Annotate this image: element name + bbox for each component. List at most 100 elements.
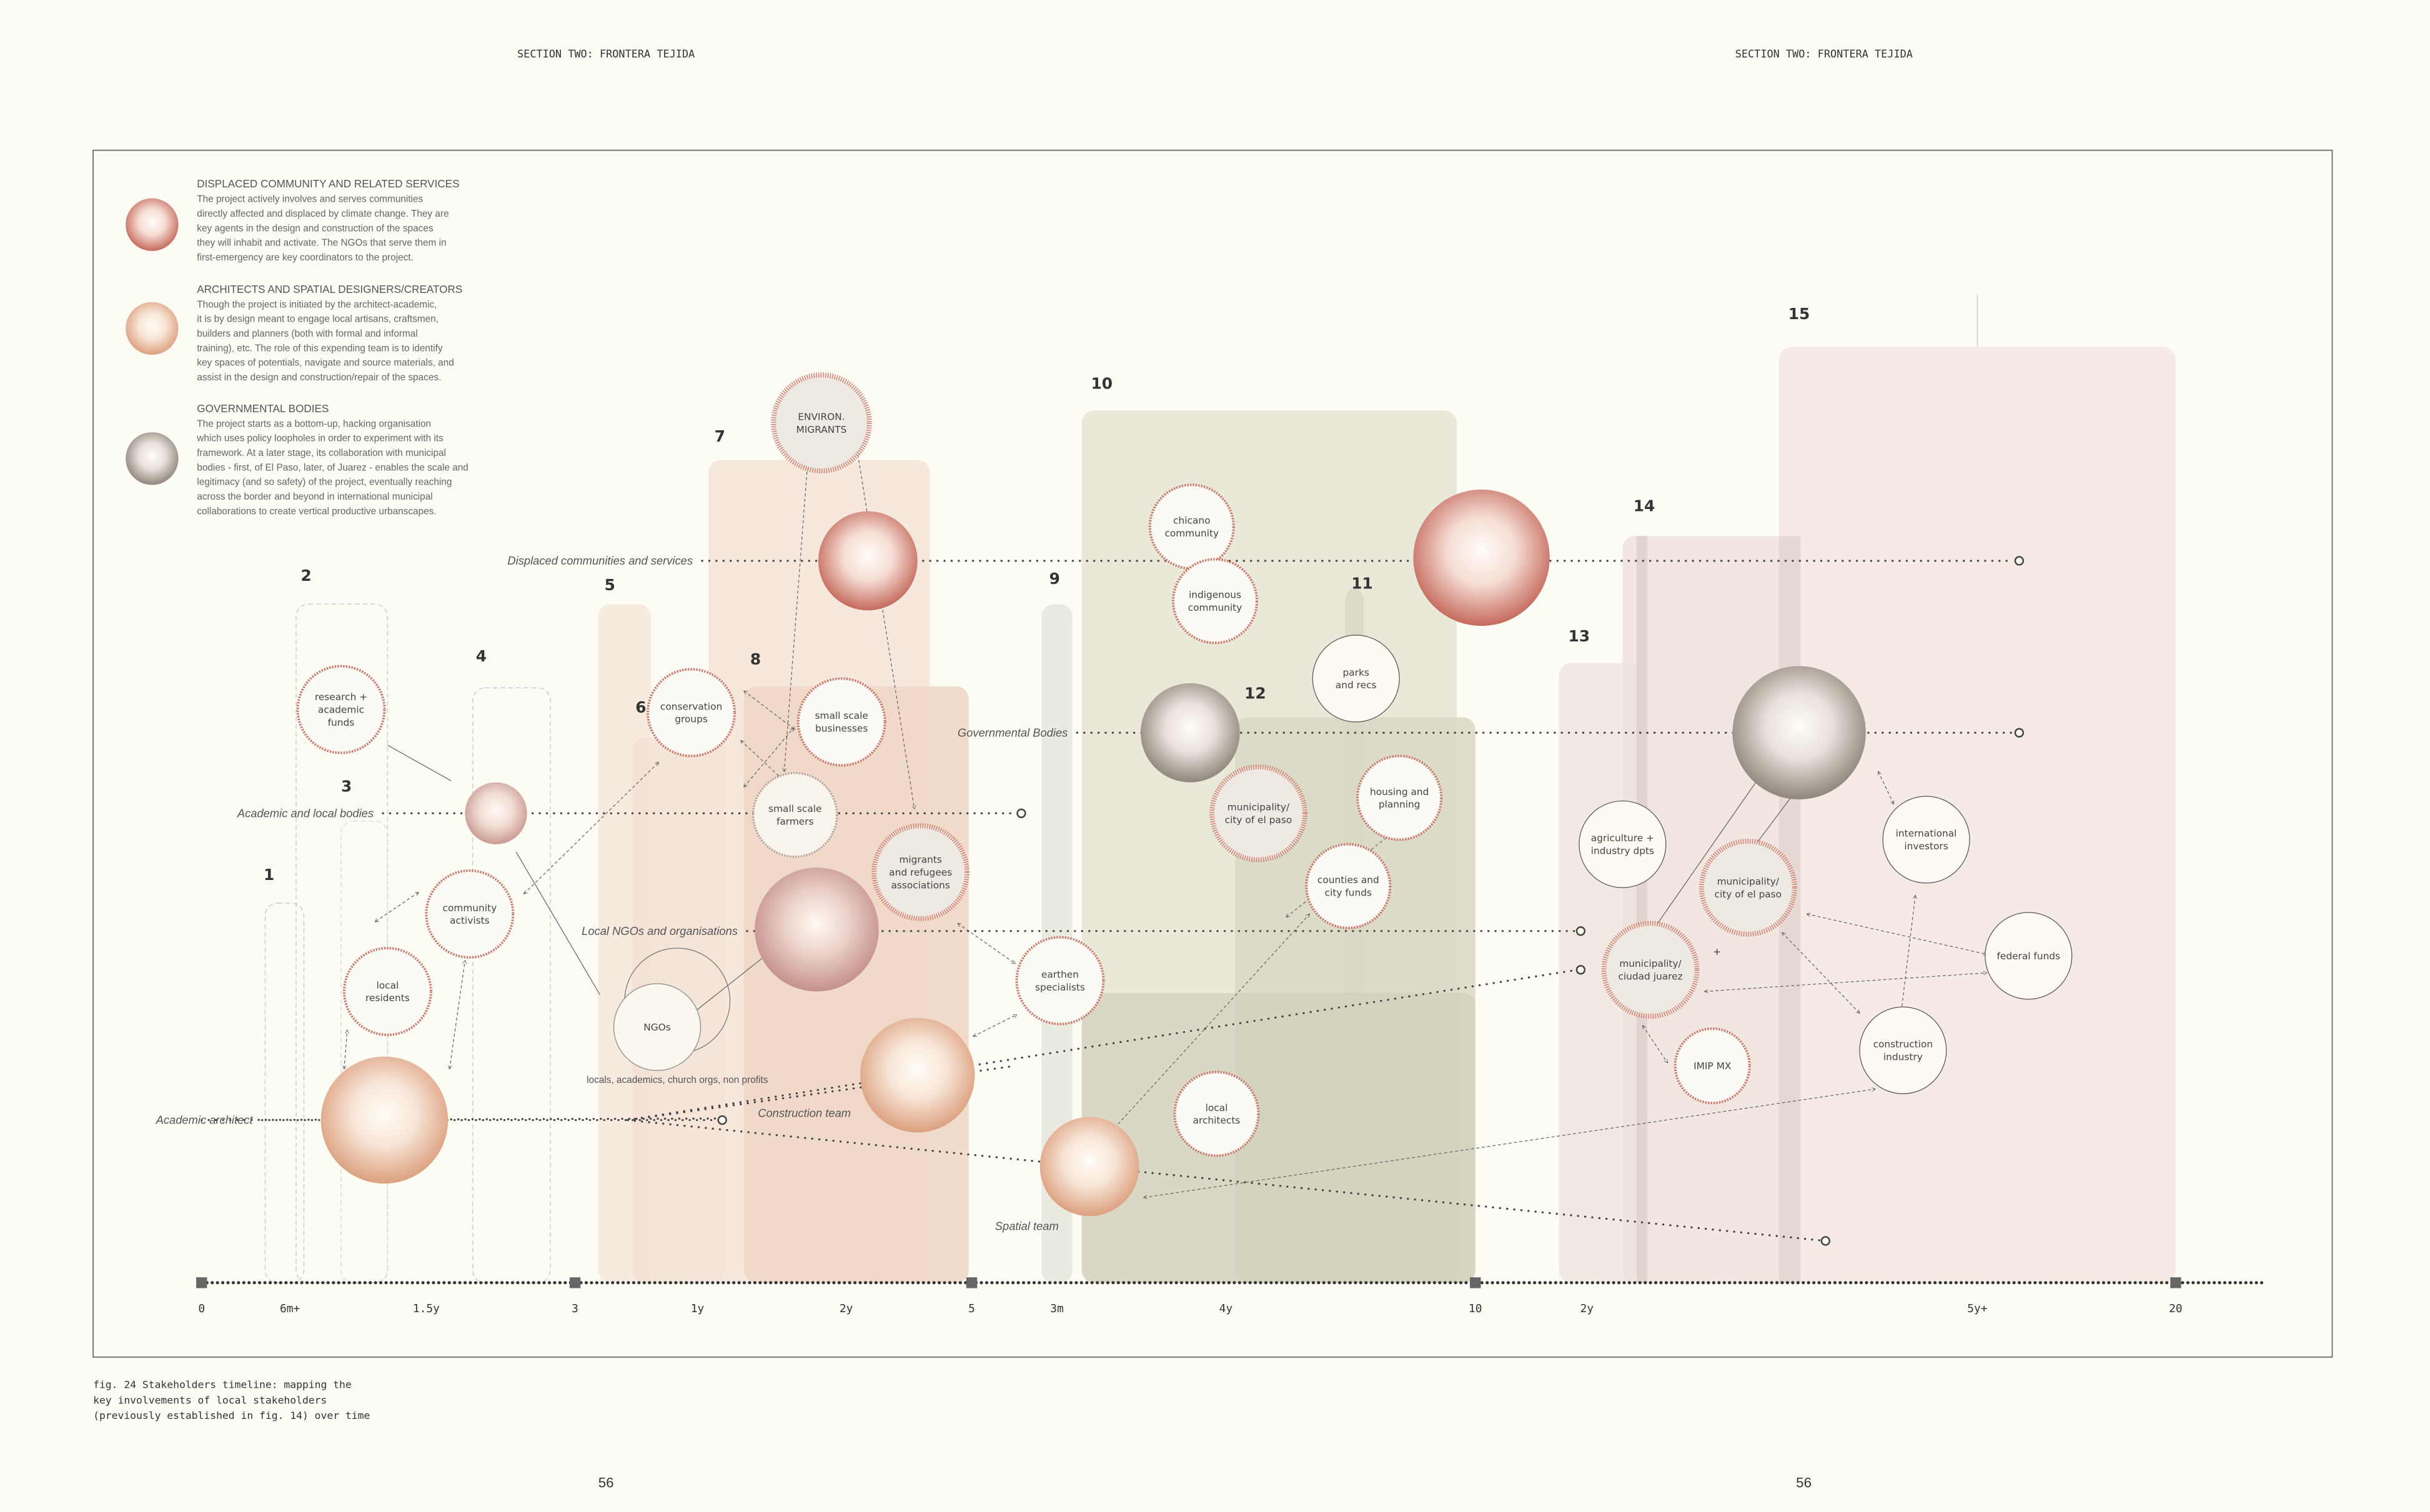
- node-circle: [1305, 842, 1392, 929]
- phase-number: 11: [1351, 575, 1373, 593]
- dotted-connection: [627, 1064, 1016, 1122]
- node-label: indigenous: [1189, 590, 1241, 601]
- node-label: groups: [675, 714, 708, 725]
- axis-tick-label: 0: [198, 1302, 205, 1315]
- figure-caption: fig. 24 Stakeholders timeline: mapping t…: [93, 1379, 370, 1422]
- node-label: city funds: [1325, 887, 1372, 898]
- node-label: ENVIRON.: [798, 411, 845, 422]
- axis-tick-label: 10: [1469, 1302, 1482, 1315]
- axis-tick-label: 1.5y: [413, 1302, 440, 1315]
- node-label: associations: [891, 879, 950, 891]
- row-end-marker: [2014, 556, 2025, 566]
- row-label-construction: Construction team: [758, 1106, 851, 1119]
- legend-text-line: they will inhabit and activate. The NGOs…: [197, 238, 446, 249]
- legend-title: DISPLACED COMMUNITY AND RELATED SERVICES: [197, 178, 459, 190]
- phase-number: 6: [635, 698, 646, 716]
- row-end-marker: [1820, 1236, 1831, 1246]
- relationship-arrow: [1144, 1089, 1875, 1198]
- legend-text-line: framework. At a later stage, its collabo…: [197, 448, 446, 458]
- relationship-arrow: [784, 445, 809, 771]
- legend-text-line: legitimacy (and so safety) of the projec…: [197, 477, 452, 488]
- node-circle: [647, 668, 736, 758]
- phase-overlap-band: [1081, 993, 1475, 1283]
- node-label: community: [443, 902, 497, 914]
- node-label: IMIP MX: [1694, 1060, 1732, 1072]
- stakeholder-node: NGOs: [613, 983, 702, 1071]
- stakeholder-node: earthen specialists: [1015, 936, 1105, 1025]
- node-label: municipality/: [1619, 958, 1682, 969]
- node-label: businesses: [815, 723, 868, 734]
- node-label: academic: [318, 704, 364, 716]
- axis-tick-label: 20: [2169, 1302, 2183, 1315]
- row-end-marker: [1575, 926, 1586, 936]
- construction-team-sphere: [860, 1017, 975, 1133]
- node-label: city of el paso: [1715, 889, 1782, 900]
- section-header-left: SECTION TWO: FRONTERA TEJIDA: [517, 47, 695, 60]
- node-label: parks: [1343, 667, 1369, 678]
- stakeholder-node: municipality/ciudad juarez: [1601, 921, 1700, 1019]
- relationship-arrow: [958, 923, 1015, 963]
- legend-text-line: which uses policy loopholes in order to …: [196, 433, 444, 444]
- relationship-arrow: [375, 892, 419, 922]
- node-circle: [871, 823, 970, 921]
- node-label: and refugees: [889, 867, 952, 878]
- node-circle: [1148, 483, 1235, 570]
- spatial-team-sphere: [1039, 1117, 1139, 1217]
- relationship-arrow: [1878, 771, 1894, 804]
- axis-tick-label: 1y: [691, 1302, 705, 1315]
- node-label: research +: [315, 691, 367, 703]
- legend-text-line: first-emergency are key coordinators to …: [197, 252, 414, 263]
- phase-number: 13: [1569, 627, 1590, 645]
- caption-line: fig. 24 Stakeholders timeline: mapping t…: [93, 1379, 352, 1391]
- node-label: investors: [1904, 841, 1948, 852]
- ngo-ring-text: locals, academics, church orgs, non prof…: [587, 1075, 768, 1085]
- legend-swatch: [126, 432, 179, 485]
- node-circle: [1312, 635, 1400, 723]
- row-end-marker: [1016, 808, 1026, 818]
- displaced-sphere: [818, 511, 918, 611]
- node-label: earthen: [1041, 969, 1079, 980]
- node-label: municipality/: [1227, 802, 1290, 813]
- row-label-spatial: Spatial team: [995, 1220, 1059, 1233]
- node-circle: [342, 947, 432, 1036]
- stakeholder-node: chicano community: [1148, 483, 1235, 570]
- axis-tick-label: 3: [572, 1302, 578, 1315]
- axis-tick-label: 2y: [840, 1302, 853, 1315]
- caption-line: key involvements of local stakeholders: [93, 1394, 327, 1406]
- stakeholder-node: small scale businesses: [796, 677, 886, 767]
- legend-text-line: bodies - first, of El Paso, later, of Ju…: [197, 462, 469, 473]
- node-label: residents: [365, 992, 410, 1004]
- node-circle: [1882, 796, 1970, 884]
- legend-text-line: it is by design meant to engage local ar…: [197, 314, 439, 325]
- stakeholder-node: municipality/city of el paso: [1209, 764, 1307, 862]
- legend-text-line: The project actively involves and serves…: [197, 194, 423, 205]
- node-circle: [1173, 1070, 1260, 1157]
- legend-text-line: The project starts as a bottom-up, hacki…: [197, 418, 431, 429]
- relationship-arrow: [1807, 914, 1987, 954]
- phase-number: 2: [300, 566, 311, 585]
- stakeholder-nodes: research +academicfundscommunityactivist…: [296, 372, 2073, 1157]
- node-label: community: [1164, 528, 1219, 539]
- axis-tick-label: 5y+: [1967, 1302, 1987, 1315]
- relationship-arrow: [857, 449, 915, 808]
- axis-tick-label: 4y: [1219, 1302, 1233, 1315]
- node-circle: [1209, 764, 1307, 862]
- relationship-arrow: [973, 1015, 1016, 1037]
- node-label: construction: [1873, 1039, 1933, 1050]
- node-circle: [1699, 838, 1797, 937]
- node-label: ciudad juarez: [1618, 971, 1682, 982]
- row-label-architect: Academic architect: [156, 1114, 254, 1127]
- node-circle: [1674, 1027, 1751, 1105]
- displaced-sphere-large: [1413, 489, 1550, 626]
- caption-line: (previously established in fig. 14) over…: [93, 1410, 370, 1421]
- node-label: migrants: [899, 854, 941, 866]
- phase-number: 8: [750, 650, 761, 668]
